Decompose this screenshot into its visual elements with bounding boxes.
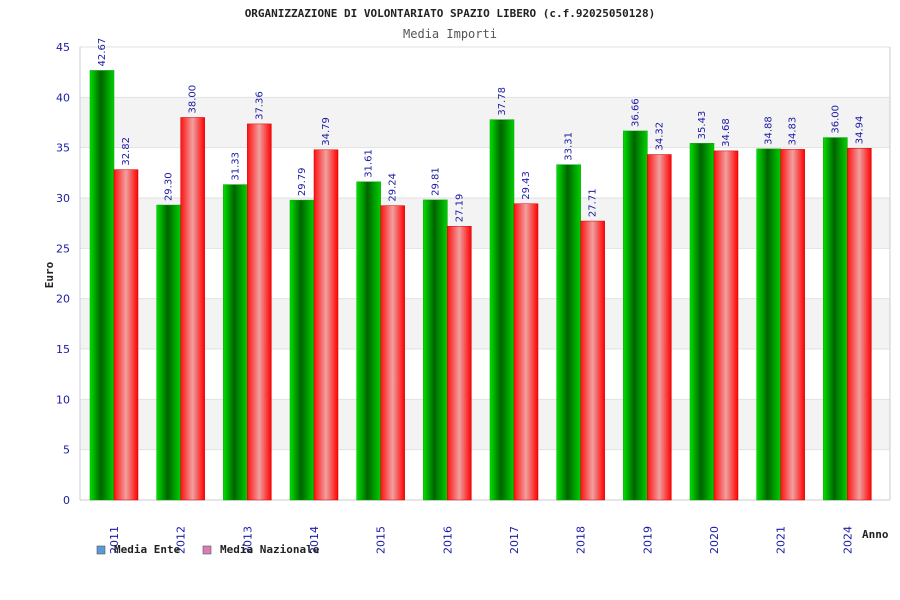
value-label-media-nazionale: 38.00: [188, 85, 199, 114]
value-label-media-nazionale: 34.83: [788, 117, 799, 146]
bar-media-nazionale: [513, 203, 539, 501]
bar-media-nazionale: [313, 149, 339, 501]
bar-media-nazionale: [380, 205, 405, 501]
bar-media-ente: [223, 184, 248, 501]
gridlines: [80, 46, 890, 451]
x-tick-label: 2011: [108, 526, 121, 554]
bar-media-ente: [89, 70, 115, 501]
bar-media-ente: [423, 199, 448, 501]
legend-label-media-ente: Media Ente: [114, 543, 181, 556]
value-label-media-ente: 34.88: [764, 116, 775, 145]
x-tick-label: 2017: [508, 526, 521, 554]
value-label-media-nazionale: 34.68: [721, 118, 732, 147]
value-label-media-nazionale: 32.82: [121, 137, 132, 166]
y-axis-label: Euro: [43, 261, 56, 288]
axes: [79, 47, 891, 501]
value-label-media-nazionale: 34.32: [654, 122, 665, 151]
x-tick-label: 2021: [775, 526, 788, 554]
legend-swatch-media-ente: [96, 545, 106, 555]
bar-media-nazionale: [847, 148, 872, 501]
x-tick-label: 2020: [708, 526, 721, 554]
bar-media-ente: [156, 204, 181, 501]
bar-media-nazionale: [247, 123, 272, 501]
value-label-media-ente: 29.81: [430, 167, 441, 196]
bar-media-ente: [556, 164, 581, 501]
bar-media-nazionale: [780, 149, 805, 501]
bar-media-nazionale: [713, 150, 739, 501]
chart-title: ORGANIZZAZIONE DI VOLONTARIATO SPAZIO LI…: [245, 7, 656, 20]
bar-media-nazionale: [580, 220, 605, 501]
y-tick-label: 15: [56, 343, 70, 356]
value-label-media-ente: 35.43: [697, 111, 708, 140]
value-labels: 42.67 32.82 29.30 38.00 31.33 37.36 29.79 34.79…: [97, 38, 865, 222]
x-tick-label: 2016: [441, 526, 454, 554]
y-tick-label: 30: [56, 192, 70, 205]
x-tick-label: 2014: [308, 526, 321, 554]
y-tick-label: 35: [56, 142, 70, 155]
bars: [89, 70, 872, 501]
value-label-media-ente: 31.33: [230, 152, 241, 181]
bar-media-nazionale: [447, 226, 472, 501]
grid-band: [80, 298, 890, 349]
x-tick-label: 2024: [841, 526, 854, 554]
bar-media-ente: [823, 137, 848, 501]
x-axis-label: Anno: [862, 528, 889, 541]
grid-band: [80, 97, 890, 148]
value-label-media-ente: 42.67: [97, 38, 108, 67]
y-tick-label: 20: [56, 293, 70, 306]
value-label-media-nazionale: 37.36: [254, 91, 265, 120]
bar-media-nazionale: [113, 169, 139, 501]
bar-media-nazionale: [647, 154, 672, 501]
x-tick-label: 2019: [641, 526, 654, 554]
legend-swatch-media-nazionale: [202, 545, 212, 555]
y-tick-label: 25: [56, 242, 70, 255]
bar-media-ente: [289, 199, 315, 501]
y-tick-label: 45: [56, 41, 70, 54]
x-tick-label: 2015: [375, 526, 388, 554]
value-label-media-nazionale: 27.19: [454, 194, 465, 223]
y-tick-label: 5: [63, 444, 70, 457]
chart-subtitle: Media Importi: [403, 27, 497, 41]
y-tick-label: 0: [63, 494, 70, 507]
value-label-media-ente: 36.00: [830, 105, 841, 134]
value-label-media-nazionale: 34.94: [854, 116, 865, 145]
x-tick-labels: 2011 2012 2013 2014 2015 2016 2017 2018 2019 2020…: [108, 526, 854, 554]
value-label-media-ente: 29.30: [164, 172, 175, 201]
bar-media-ente: [356, 181, 381, 501]
bar-media-ente: [689, 143, 715, 501]
y-tick-labels: 0 5 10 15 20 25 30 35 40 45: [56, 41, 70, 507]
value-label-media-nazionale: 34.79: [321, 117, 332, 146]
grid-band: [80, 198, 890, 249]
bar-media-ente: [623, 130, 648, 501]
value-label-media-ente: 33.31: [564, 132, 575, 161]
value-label-media-ente: 31.61: [364, 149, 375, 178]
x-tick-label: 2012: [175, 526, 188, 554]
y-tick-label: 10: [56, 393, 70, 406]
bar-media-nazionale: [180, 117, 205, 501]
bar-media-ente: [756, 148, 781, 501]
grid-band: [80, 399, 890, 450]
value-label-media-nazionale: 29.24: [388, 173, 399, 202]
value-label-media-ente: 37.78: [497, 87, 508, 116]
legend: Media Ente Media Nazionale: [96, 543, 320, 556]
grid-bands: [80, 97, 890, 450]
value-label-media-ente: 36.66: [630, 98, 641, 127]
legend-label-media-nazionale: Media Nazionale: [220, 543, 320, 556]
x-tick-label: 2018: [575, 526, 588, 554]
value-label-media-nazionale: 29.43: [521, 171, 532, 200]
value-label-media-nazionale: 27.71: [588, 188, 599, 217]
x-tick-label: 2013: [241, 526, 254, 554]
value-label-media-ente: 29.79: [297, 167, 308, 196]
y-tick-label: 40: [56, 91, 70, 104]
bar-media-ente: [489, 119, 515, 501]
